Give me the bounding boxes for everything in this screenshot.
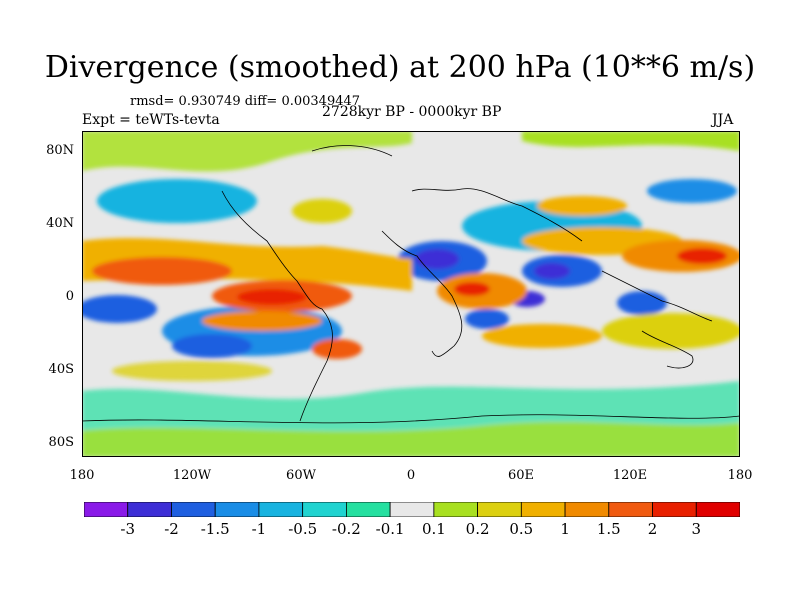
lon-tick-60w: 60W bbox=[286, 468, 316, 483]
colorbar-label: 0.2 bbox=[465, 520, 490, 538]
colorbar-label: -1 bbox=[251, 520, 267, 538]
colorbar-swatch bbox=[214, 502, 260, 517]
colorbar-label: -3 bbox=[120, 520, 135, 538]
lat-tick-80n: 80N bbox=[46, 143, 74, 158]
divergence-map bbox=[82, 131, 740, 457]
colorbar-swatch bbox=[345, 502, 391, 517]
colorbar-swatch bbox=[433, 502, 478, 517]
lon-tick-120e: 120E bbox=[612, 468, 648, 483]
experiment-label: Expt = teWTs-tevta bbox=[82, 112, 220, 128]
colorbar-swatch bbox=[127, 502, 172, 517]
colorbar-label: -1.5 bbox=[200, 520, 230, 538]
colorbar-swatch bbox=[477, 502, 522, 517]
lon-tick-180w: 180 bbox=[69, 468, 95, 483]
colorbar-swatch bbox=[84, 502, 129, 517]
colorbar-swatch bbox=[389, 502, 435, 517]
colorbar-swatch bbox=[564, 502, 610, 517]
coastlines bbox=[82, 145, 740, 424]
map-title: Divergence (smoothed) at 200 hPa (10**6 … bbox=[44, 50, 756, 85]
colorbar bbox=[84, 502, 740, 517]
colorbar-label: 0.5 bbox=[509, 520, 534, 538]
colorbar-label: 3 bbox=[691, 520, 702, 538]
lon-tick-60e: 60E bbox=[507, 468, 535, 483]
colorbar-swatch bbox=[258, 502, 304, 517]
colorbar-label: -0.2 bbox=[331, 520, 361, 538]
lon-tick-180e: 180 bbox=[727, 468, 753, 483]
stats-text: rmsd= 0.930749 diff= 0.00349447 bbox=[130, 94, 361, 109]
colorbar-swatch bbox=[652, 502, 697, 517]
lat-tick-40n: 40N bbox=[46, 216, 74, 231]
colorbar-label: -0.5 bbox=[288, 520, 318, 538]
colorbar-label: 0.1 bbox=[421, 520, 446, 538]
colorbar-swatch bbox=[608, 502, 653, 517]
lat-tick-80s: 80S bbox=[48, 435, 74, 450]
colorbar-swatch bbox=[695, 502, 740, 517]
season-label: JJA bbox=[712, 112, 734, 128]
colorbar-swatch bbox=[171, 502, 216, 517]
lon-tick-0: 0 bbox=[406, 468, 416, 483]
colorbar-label: -2 bbox=[164, 520, 179, 538]
colorbar-label: 1.5 bbox=[596, 520, 621, 538]
lon-tick-120w: 120W bbox=[172, 468, 212, 483]
lat-tick-40s: 40S bbox=[48, 362, 74, 377]
period-label: 2728kyr BP - 0000kyr BP bbox=[322, 104, 502, 120]
colorbar-label: -0.1 bbox=[375, 520, 405, 538]
lat-tick-0: 0 bbox=[65, 289, 74, 304]
colorbar-swatch bbox=[302, 502, 347, 517]
colorbar-swatch bbox=[520, 502, 566, 517]
colorbar-label: 2 bbox=[647, 520, 658, 538]
colorbar-label: 1 bbox=[560, 520, 570, 538]
